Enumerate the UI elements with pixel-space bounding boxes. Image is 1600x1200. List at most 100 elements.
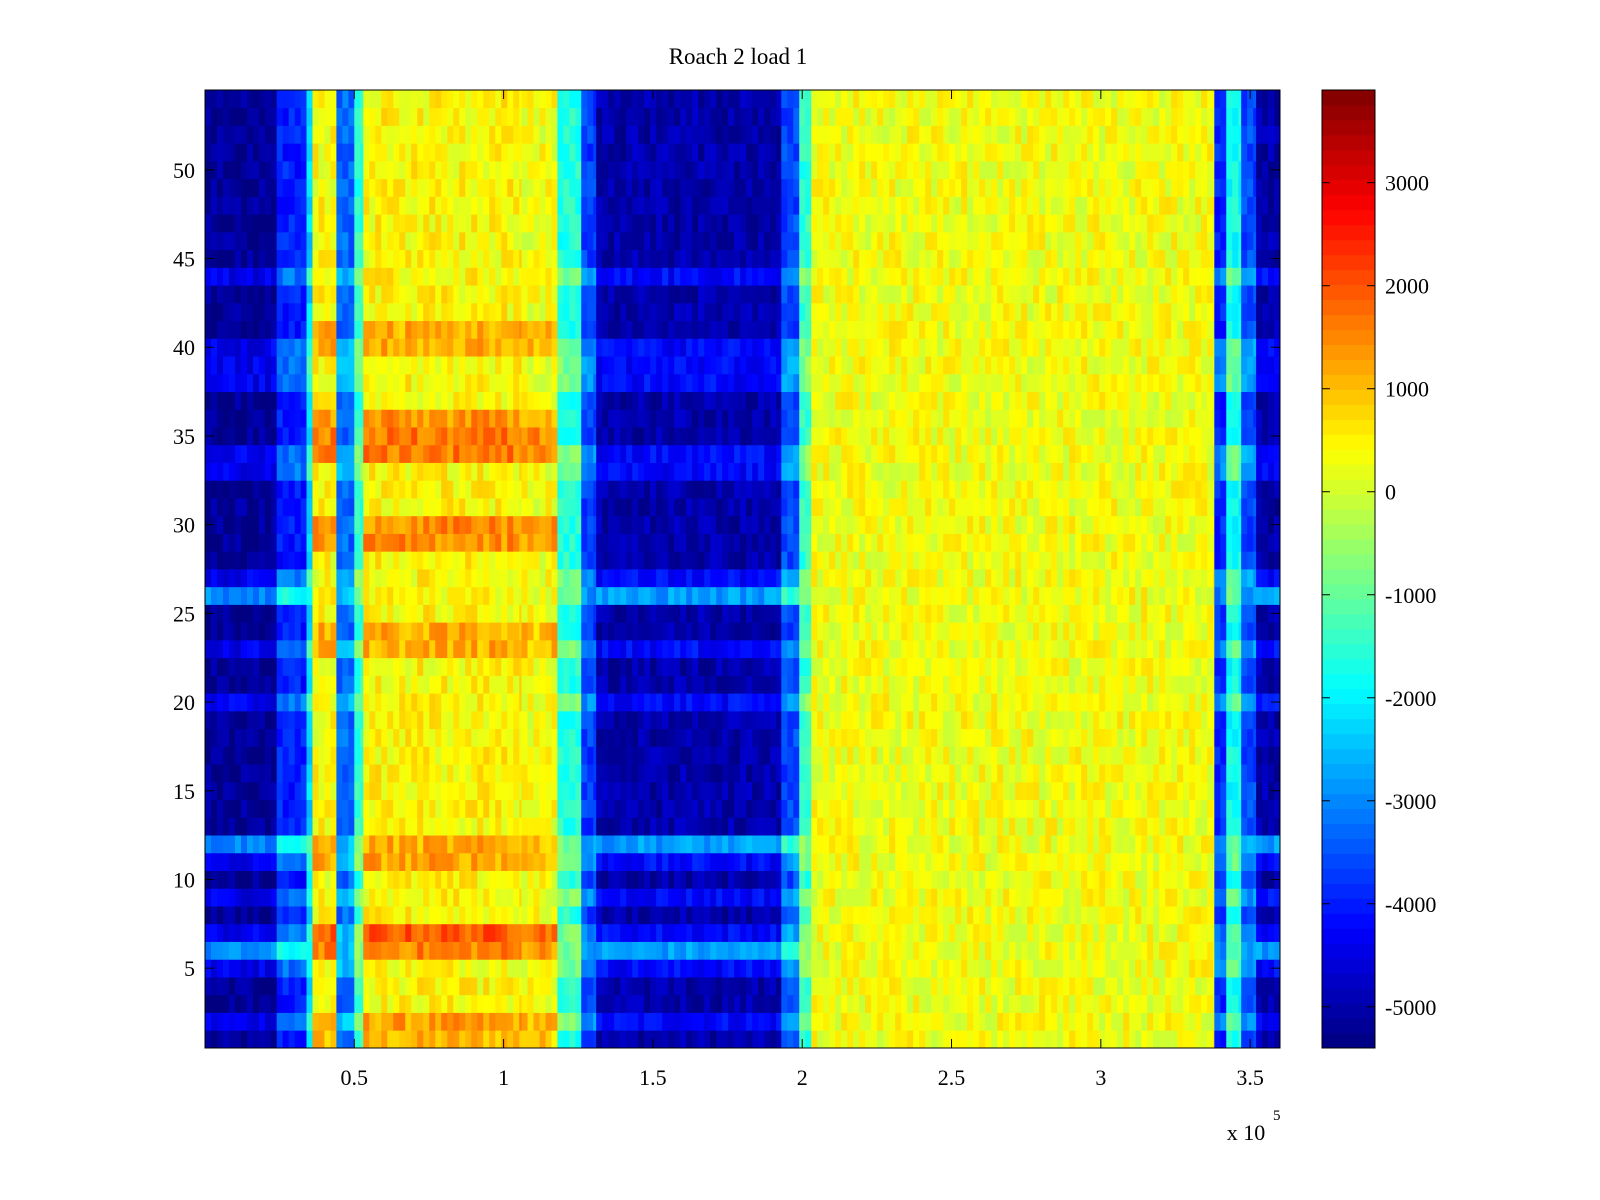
heatmap-cell bbox=[817, 870, 824, 889]
heatmap-cell bbox=[306, 941, 313, 960]
heatmap-cell bbox=[656, 781, 663, 801]
heatmap-cell bbox=[973, 675, 980, 694]
heatmap-cell bbox=[997, 994, 1004, 1013]
heatmap-cell bbox=[1241, 764, 1248, 783]
heatmap-cell bbox=[205, 657, 212, 676]
heatmap-cell bbox=[265, 888, 272, 907]
heatmap-cell bbox=[324, 710, 331, 730]
heatmap-cell bbox=[895, 941, 902, 960]
heatmap-cell bbox=[363, 906, 370, 925]
heatmap-cell bbox=[805, 657, 812, 676]
heatmap-cell bbox=[985, 746, 992, 765]
heatmap-cell bbox=[943, 923, 950, 942]
heatmap-cell bbox=[710, 1030, 717, 1049]
heatmap-cell bbox=[569, 906, 576, 925]
heatmap-cell bbox=[1051, 906, 1058, 925]
heatmap-cell bbox=[817, 994, 824, 1013]
heatmap-cell bbox=[1033, 693, 1040, 712]
heatmap-cell bbox=[752, 746, 759, 765]
heatmap-cell bbox=[288, 781, 296, 801]
heatmap-cell bbox=[360, 1012, 364, 1031]
heatmap-cell bbox=[465, 870, 472, 889]
heatmap-cell bbox=[563, 728, 570, 747]
heatmap-cell bbox=[1274, 639, 1281, 659]
heatmap-cell bbox=[489, 781, 496, 801]
heatmap-cell bbox=[336, 888, 343, 907]
heatmap-cell bbox=[1075, 586, 1082, 605]
heatmap-cell bbox=[781, 693, 788, 712]
heatmap-cell bbox=[1238, 781, 1242, 801]
heatmap-cell bbox=[360, 1030, 364, 1049]
heatmap-cell bbox=[557, 622, 564, 641]
heatmap-cell bbox=[1087, 622, 1094, 641]
heatmap-cell bbox=[770, 799, 777, 818]
heatmap-cell bbox=[1099, 781, 1106, 801]
heatmap-cell bbox=[602, 657, 609, 676]
heatmap-cell bbox=[841, 870, 848, 889]
heatmap-cell bbox=[360, 604, 364, 623]
heatmap-cell bbox=[907, 941, 914, 960]
heatmap-cell bbox=[205, 977, 212, 996]
heatmap-cell bbox=[241, 977, 248, 996]
heatmap-cell bbox=[363, 781, 370, 801]
heatmap-cell bbox=[1093, 657, 1100, 676]
heatmap-cell bbox=[698, 657, 705, 676]
heatmap-cell bbox=[393, 888, 400, 907]
heatmap-cell bbox=[513, 835, 520, 854]
heatmap-cell bbox=[294, 622, 302, 641]
heatmap-cell bbox=[1177, 781, 1184, 801]
heatmap-cell bbox=[276, 586, 284, 605]
heatmap-cell bbox=[223, 994, 230, 1013]
heatmap-cell bbox=[312, 906, 319, 925]
heatmap-cell bbox=[417, 710, 424, 730]
heatmap-cell bbox=[632, 622, 639, 641]
heatmap-cell bbox=[662, 764, 669, 783]
heatmap-cell bbox=[354, 799, 361, 818]
heatmap-cell bbox=[557, 675, 564, 694]
heatmap-cell bbox=[1129, 639, 1136, 659]
heatmap-cell bbox=[1201, 870, 1208, 889]
heatmap-cell bbox=[318, 994, 325, 1013]
heatmap-cell bbox=[300, 604, 307, 623]
heatmap-cell bbox=[447, 994, 454, 1013]
heatmap-cell bbox=[1238, 888, 1242, 907]
heatmap-cell bbox=[294, 604, 302, 623]
heatmap-cell bbox=[447, 746, 454, 765]
heatmap-cell bbox=[1226, 1012, 1233, 1031]
heatmap-cell bbox=[276, 622, 284, 641]
heatmap-cell bbox=[1015, 1012, 1022, 1031]
heatmap-cell bbox=[716, 906, 723, 925]
heatmap-cell bbox=[835, 994, 842, 1013]
heatmap-cell bbox=[1214, 923, 1221, 942]
heatmap-cell bbox=[967, 923, 974, 942]
heatmap-cell bbox=[776, 781, 782, 801]
heatmap-cell bbox=[521, 569, 528, 588]
heatmap-cell bbox=[1141, 799, 1148, 818]
heatmap-cell bbox=[656, 906, 663, 925]
heatmap-cell bbox=[330, 693, 337, 712]
heatmap-cell bbox=[614, 852, 621, 871]
heatmap-cell bbox=[253, 604, 260, 623]
heatmap-cell bbox=[1253, 959, 1257, 978]
heatmap-cell bbox=[1220, 1030, 1227, 1049]
heatmap-cell bbox=[710, 657, 717, 676]
heatmap-cell bbox=[746, 710, 753, 730]
heatmap-cell bbox=[229, 1012, 236, 1031]
heatmap-cell bbox=[1003, 746, 1010, 765]
heatmap-cell bbox=[1135, 781, 1142, 801]
heatmap-cell bbox=[602, 888, 609, 907]
heatmap-cell bbox=[674, 569, 681, 588]
heatmap-cell bbox=[937, 817, 944, 836]
heatmap-cell bbox=[626, 959, 633, 978]
heatmap-cell bbox=[306, 870, 313, 889]
heatmap-cell bbox=[752, 622, 759, 641]
heatmap-cell bbox=[519, 657, 522, 676]
heatmap-cell bbox=[1274, 835, 1281, 854]
heatmap-cell bbox=[859, 977, 866, 996]
heatmap-cell bbox=[369, 852, 376, 871]
heatmap-cell bbox=[841, 888, 848, 907]
heatmap-cell bbox=[650, 693, 657, 712]
heatmap-cell bbox=[276, 675, 284, 694]
heatmap-cell bbox=[973, 977, 980, 996]
heatmap-cell bbox=[596, 1030, 603, 1049]
